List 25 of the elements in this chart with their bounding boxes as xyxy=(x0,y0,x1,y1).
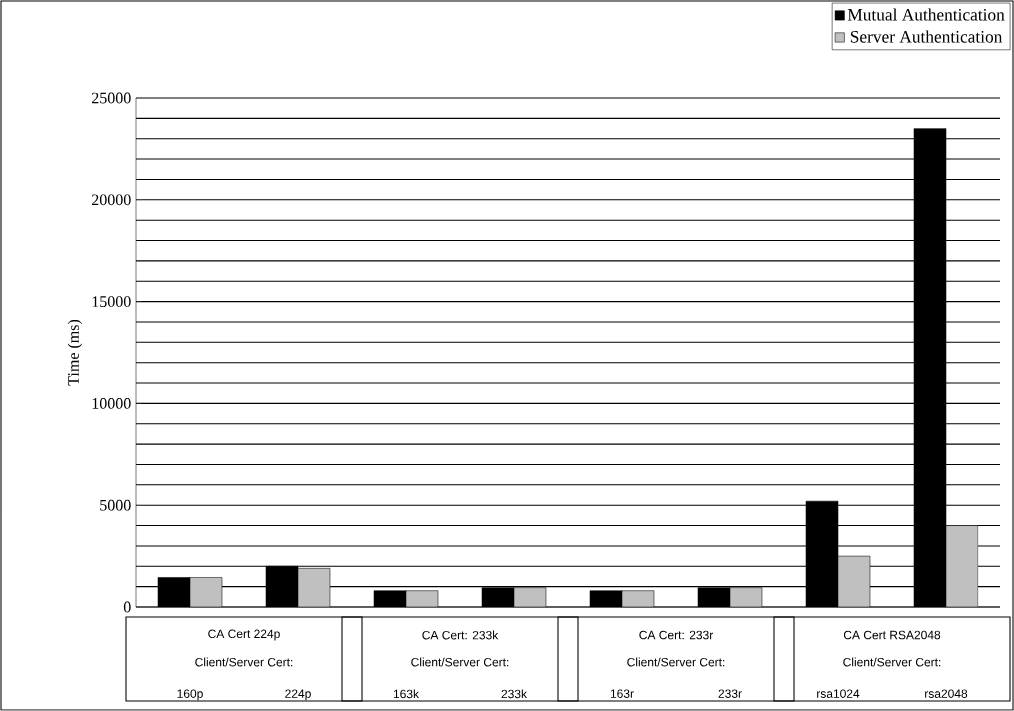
x-tick-label: rsa1024 xyxy=(817,689,860,698)
y-axis-title: Time (ms) xyxy=(67,319,83,386)
text: Client/Server Cert: xyxy=(627,657,725,667)
x-tick-label: 233k xyxy=(501,689,528,699)
x-tick-label: 160p xyxy=(177,689,203,701)
text: CA Cert RSA2048 xyxy=(843,630,941,640)
y-tick-label: 5000 xyxy=(100,499,131,511)
x-tick-label: 163r xyxy=(610,689,634,698)
text: CA Cert 224p xyxy=(208,629,280,641)
y-tick-label: 25000 xyxy=(92,92,131,104)
text: CA Cert: 233k xyxy=(422,630,499,640)
legend-label: Mutual Authentication xyxy=(847,8,1005,21)
text: CA Cert: 233r xyxy=(639,630,714,640)
y-tick-label: 20000 xyxy=(92,194,131,206)
x-tick-label: 224p xyxy=(285,689,311,701)
x-tick-label: 163k xyxy=(393,689,420,699)
y-tick-label: 15000 xyxy=(92,296,131,307)
y-tick-label: 10000 xyxy=(92,398,131,409)
text: Client/Server Cert: xyxy=(411,657,509,667)
text: Client/Server Cert: xyxy=(843,657,941,667)
text: Client/Server Cert: xyxy=(195,657,293,667)
legend-label: Server Authentication xyxy=(850,30,1003,43)
x-tick-label: 233r xyxy=(718,689,742,698)
y-tick-label: 0 xyxy=(123,601,131,613)
x-tick-label: rsa2048 xyxy=(925,689,968,698)
